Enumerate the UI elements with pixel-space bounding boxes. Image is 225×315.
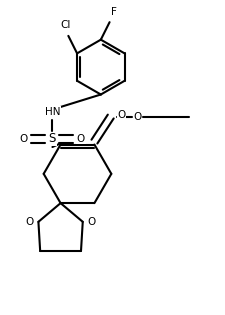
Text: O: O: [20, 134, 28, 144]
Text: F: F: [111, 7, 117, 17]
Text: S: S: [49, 132, 56, 145]
Text: O: O: [117, 110, 125, 120]
Text: HN: HN: [45, 107, 60, 117]
Text: O: O: [77, 134, 85, 144]
Text: O: O: [133, 112, 142, 122]
Text: O: O: [26, 217, 34, 227]
Text: Cl: Cl: [60, 20, 71, 30]
Text: O: O: [87, 217, 96, 227]
